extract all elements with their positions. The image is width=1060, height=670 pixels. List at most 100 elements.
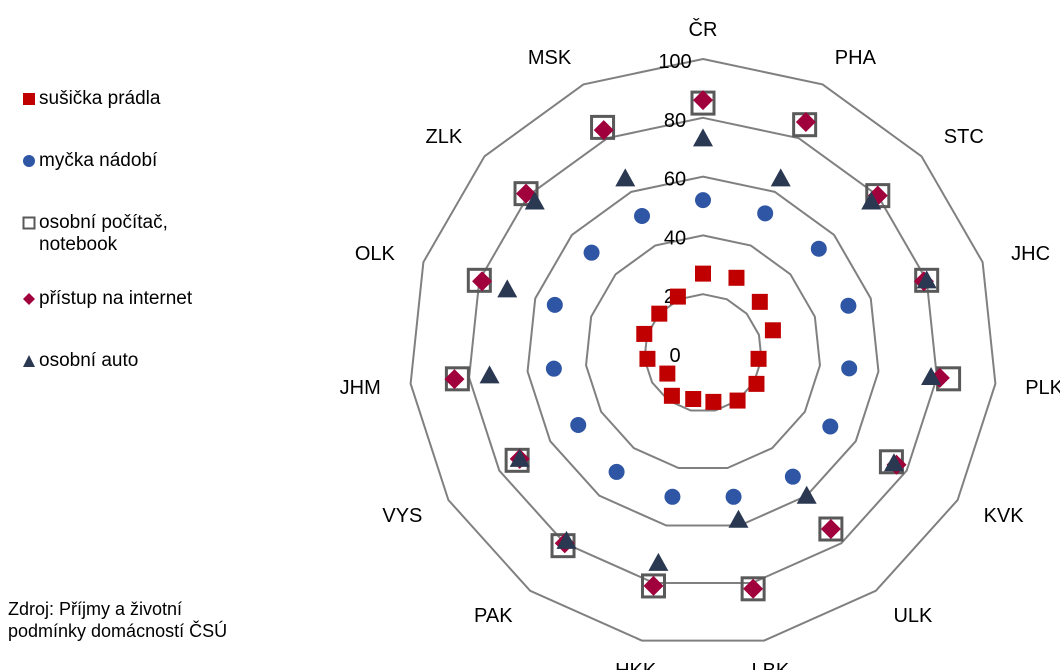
marker-square — [685, 391, 702, 408]
legend-marker-diamond — [23, 293, 35, 305]
grid-ring-100 — [409, 57, 997, 642]
category-label: ULK — [893, 605, 933, 627]
marker-square — [695, 265, 711, 282]
marker-circle — [608, 463, 625, 480]
marker-triangle — [509, 448, 530, 467]
marker-triangle — [916, 270, 937, 289]
legend-item-car: osobní auto — [22, 350, 282, 380]
radial-tick-label: 60 — [664, 169, 686, 191]
legend-item-dishwasher: myčka nádobí — [22, 150, 282, 180]
category-label: OLK — [355, 243, 396, 265]
marker-circle — [546, 296, 563, 313]
marker-circle — [840, 297, 857, 314]
radial-tick-label: 100 — [658, 51, 691, 73]
legend-item-internet: přístup na internet — [22, 288, 282, 318]
marker-triangle — [921, 366, 942, 385]
marker-square — [663, 387, 680, 404]
marker-circle — [725, 488, 742, 505]
marker-square — [639, 350, 656, 367]
grid-ring-60 — [526, 175, 880, 527]
marker-hollow-square — [513, 181, 539, 207]
source-note: Zdroj: Příjmy a životní podmínky domácno… — [8, 599, 228, 641]
marker-square — [750, 350, 767, 367]
marker-triangle — [556, 530, 577, 549]
marker-hollow-square — [818, 516, 844, 542]
category-label: LBK — [751, 660, 789, 670]
marker-square — [728, 269, 745, 286]
marker-circle — [841, 360, 858, 377]
category-label: JHM — [340, 377, 381, 399]
marker-circle — [695, 192, 711, 209]
category-label: PAK — [474, 605, 513, 627]
legend: sušička prádla myčka nádobí osobní počít… — [22, 88, 282, 412]
category-label: ZLK — [426, 126, 463, 148]
marker-triangle — [615, 168, 636, 187]
marker-diamond — [693, 90, 713, 111]
marker-diamond — [444, 369, 465, 390]
category-label: PHA — [835, 47, 877, 69]
category-label: ČR — [689, 18, 718, 41]
legend-marker-circle — [23, 155, 35, 167]
marker-circle — [810, 240, 827, 257]
marker-triangle — [861, 191, 882, 210]
marker-circle — [570, 417, 587, 434]
legend-marker-square — [23, 93, 35, 105]
marker-square — [705, 393, 722, 410]
radial-tick-label: 80 — [664, 110, 686, 132]
legend-marker-triangle — [23, 355, 35, 367]
category-label: HKK — [615, 660, 657, 670]
marker-triangle — [497, 279, 518, 298]
marker-triangle — [693, 128, 713, 147]
legend-item-dryer: sušička prádla — [22, 88, 282, 118]
legend-marker-hollow-square — [22, 216, 36, 230]
marker-triangle — [648, 552, 669, 571]
marker-circle — [664, 488, 681, 505]
marker-square — [748, 375, 765, 392]
marker-triangle — [524, 191, 545, 210]
legend-item-computer: osobní počítač, notebook — [22, 212, 282, 264]
marker-square — [751, 293, 768, 310]
marker-diamond — [472, 271, 493, 292]
marker-diamond — [743, 578, 764, 599]
category-label: MSK — [528, 47, 572, 69]
marker-diamond — [820, 519, 841, 540]
marker-circle — [583, 244, 600, 261]
marker-square — [729, 392, 746, 409]
legend-label: osobní auto — [39, 350, 139, 371]
radial-tick-label: 40 — [664, 227, 686, 249]
marker-circle — [822, 418, 839, 435]
category-label: KVK — [984, 505, 1025, 527]
grid-ring-20 — [643, 293, 763, 412]
legend-label: přístup na internet — [39, 288, 193, 309]
legend-label: myčka nádobí — [39, 150, 158, 171]
marker-square — [636, 325, 653, 342]
marker-square — [669, 288, 686, 305]
marker-square — [659, 365, 676, 382]
legend-label: sušička prádla — [39, 88, 161, 109]
marker-square — [651, 305, 668, 322]
marker-triangle — [883, 453, 904, 472]
category-label: PLK — [1025, 377, 1060, 399]
marker-diamond — [593, 120, 614, 141]
marker-triangle — [728, 509, 749, 528]
marker-circle — [634, 208, 651, 225]
marker-circle — [784, 468, 801, 485]
marker-hollow-square — [640, 573, 666, 599]
grid-ring-80 — [468, 116, 938, 585]
marker-square — [764, 322, 781, 339]
marker-circle — [545, 360, 562, 377]
marker-triangle — [479, 365, 500, 384]
category-label: STC — [944, 126, 984, 148]
grid-ring-40 — [585, 234, 821, 470]
category-label: JHC — [1011, 243, 1050, 265]
legend-label: osobní počítač, notebook — [39, 212, 168, 255]
marker-triangle — [796, 485, 817, 504]
marker-diamond — [643, 575, 664, 596]
marker-triangle — [770, 168, 791, 187]
marker-diamond — [795, 112, 816, 133]
marker-circle — [757, 205, 774, 222]
category-label: VYS — [382, 505, 422, 527]
radial-tick-label: 0 — [669, 345, 680, 367]
marker-hollow-square — [740, 576, 766, 602]
